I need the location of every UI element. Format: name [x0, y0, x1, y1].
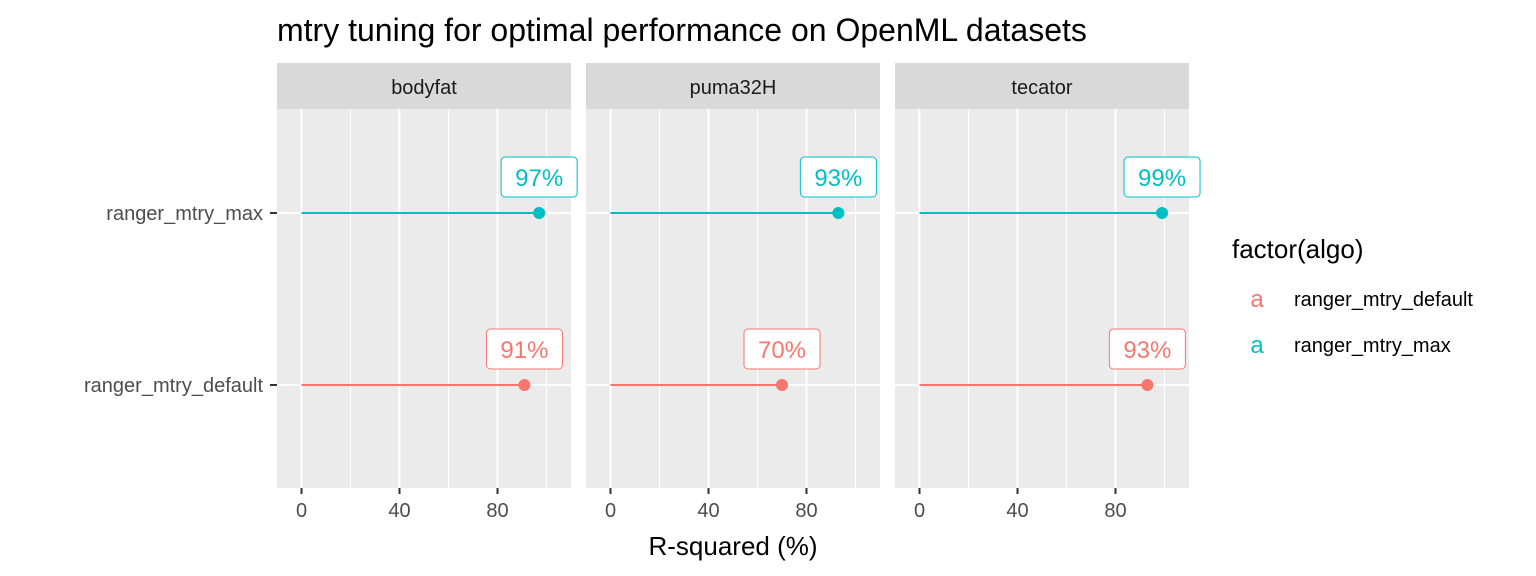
x-tick-label: 40	[1006, 500, 1028, 522]
facet-panel-puma32H: puma32H 93% 70% 0 40 80	[586, 63, 880, 522]
value-label-box	[743, 328, 821, 370]
value-label-box	[799, 156, 877, 198]
value-label: 93%	[1123, 337, 1171, 364]
legend-item: a ranger_mtry_max	[1250, 332, 1450, 359]
x-tick-label: 0	[296, 500, 307, 522]
facet-panel-tecator: tecator 99% 93% 0 40 80	[895, 63, 1201, 522]
lollipop-point	[832, 207, 845, 219]
x-tick-label: 80	[795, 500, 817, 522]
value-label: 97%	[515, 165, 563, 192]
value-label: 91%	[500, 337, 548, 364]
value-label-box	[1108, 328, 1186, 370]
value-label-box	[500, 156, 578, 198]
x-tick-label: 40	[388, 500, 410, 522]
x-tick-label: 80	[486, 500, 508, 522]
legend-item: a ranger_mtry_default	[1250, 286, 1473, 313]
value-label: 93%	[814, 165, 862, 192]
value-label: 70%	[758, 337, 806, 364]
lollipop-point	[518, 379, 531, 391]
x-tick-label: 0	[914, 500, 925, 522]
legend-title: factor(algo)	[1232, 234, 1364, 264]
y-tick-label: ranger_mtry_default	[84, 375, 263, 397]
facet-panel-bodyfat: bodyfat 97% 91% 0 40 80	[277, 63, 578, 522]
y-axis: ranger_mtry_max ranger_mtry_default	[84, 203, 277, 397]
facet-strip-label: bodyfat	[391, 77, 457, 99]
lollipop-point	[1156, 207, 1169, 219]
x-tick-label: 80	[1104, 500, 1126, 522]
facet-strip-label: tecator	[1011, 77, 1072, 99]
x-axis-title: R-squared (%)	[648, 531, 817, 561]
legend-key: a	[1250, 286, 1264, 313]
x-tick-label: 40	[697, 500, 719, 522]
facet-strip	[586, 63, 880, 109]
legend-key: a	[1250, 332, 1264, 359]
lollipop-point	[776, 379, 788, 391]
lollipop-point	[533, 207, 546, 219]
value-label-box	[485, 328, 563, 370]
chart-title: mtry tuning for optimal performance on O…	[277, 12, 1087, 48]
lollipop-point	[1141, 379, 1154, 391]
facet-strip-label: puma32H	[690, 77, 777, 99]
facet-strip	[277, 63, 571, 109]
x-tick-label: 0	[605, 500, 616, 522]
value-label: 99%	[1138, 165, 1186, 192]
value-label-box	[1123, 156, 1201, 198]
facet-strip	[895, 63, 1189, 109]
y-tick-label: ranger_mtry_max	[106, 203, 263, 225]
legend-label: ranger_mtry_max	[1294, 335, 1451, 357]
legend-label: ranger_mtry_default	[1294, 289, 1473, 311]
